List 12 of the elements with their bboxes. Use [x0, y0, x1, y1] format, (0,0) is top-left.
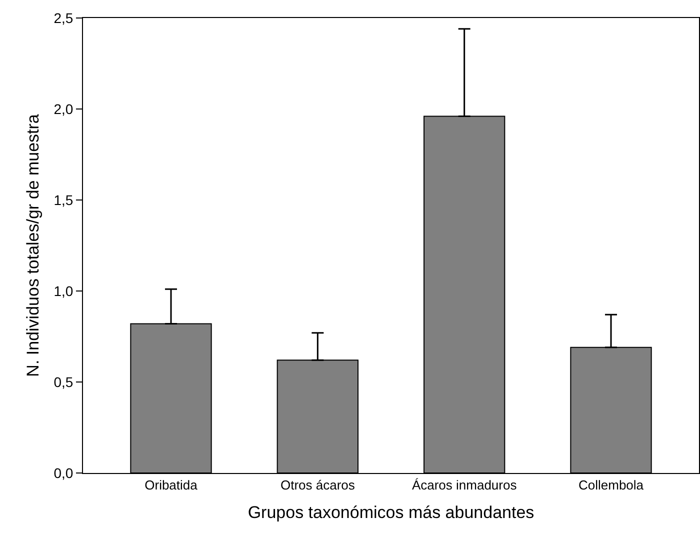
- x-tick-label: Otros ácaros: [280, 478, 356, 493]
- y-tick-label: 1,0: [54, 282, 74, 299]
- x-tick-label: Collembola: [578, 478, 644, 493]
- y-tick-label: 2,0: [54, 100, 74, 117]
- y-tick-label: 2,5: [54, 10, 74, 26]
- x-axis-title: Grupos taxonómicos más abundantes: [248, 503, 534, 522]
- y-tick-label: 0,0: [54, 464, 74, 481]
- y-axis-title: N. Individuos totales/gr de muestra: [23, 114, 42, 377]
- y-tick-label: 0,5: [54, 374, 74, 390]
- y-tick-label: 1,5: [54, 192, 74, 208]
- x-tick-label: Ácaros inmaduros: [412, 478, 518, 493]
- x-tick-label: Oribatida: [144, 478, 198, 493]
